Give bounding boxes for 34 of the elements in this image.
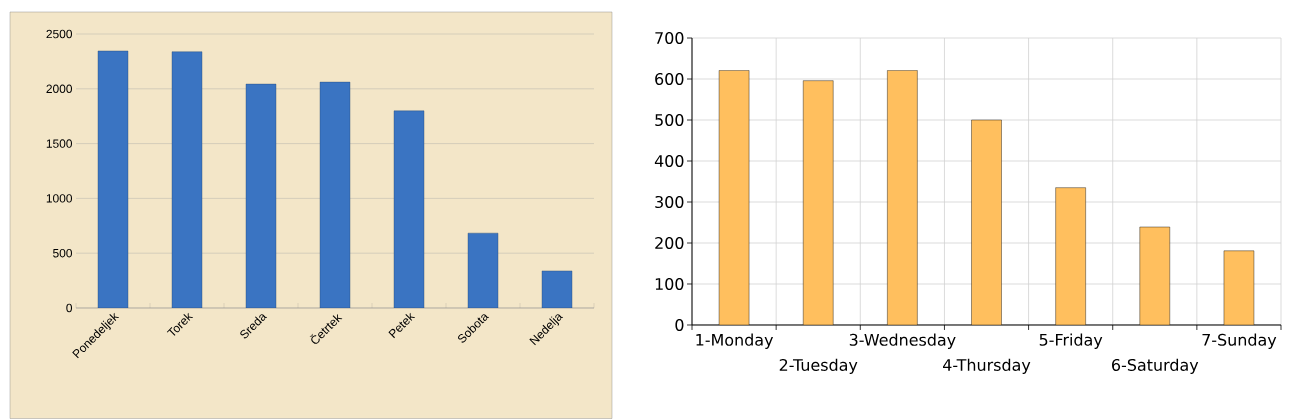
y-tick-label: 300 — [655, 195, 684, 209]
x-tick-label: 4-Thursday — [943, 358, 1031, 375]
bar — [718, 70, 750, 325]
x-tick-label: 7-Sunday — [1202, 333, 1277, 349]
bar — [1223, 250, 1255, 325]
bar — [97, 50, 129, 308]
y-tick-label: 0 — [66, 303, 73, 313]
y-tick-label: 1000 — [46, 194, 73, 203]
x-tick-label: 1-Monday — [696, 333, 774, 349]
y-tick-label: 600 — [655, 72, 684, 86]
bar — [1055, 187, 1086, 325]
bar — [467, 232, 499, 308]
bar — [245, 83, 277, 308]
x-tick-label: 5-Friday — [1039, 333, 1103, 349]
y-tick-label: 200 — [655, 236, 684, 250]
x-tick-label: 6-Saturday — [1112, 358, 1199, 375]
y-tick-label: 500 — [655, 113, 684, 127]
bar — [1139, 226, 1170, 325]
bar — [803, 80, 834, 325]
bar — [171, 51, 203, 308]
x-tick-label: 2-Tuesday — [779, 358, 858, 375]
y-tick-label: 500 — [53, 248, 73, 258]
y-tick-label: 700 — [655, 31, 684, 45]
x-tick-label: 3-Wednesday — [849, 333, 956, 349]
bar — [971, 119, 1002, 325]
bar — [393, 110, 425, 308]
y-tick-label: 0 — [675, 318, 684, 332]
y-tick-label: 2000 — [46, 84, 73, 94]
bar — [887, 70, 918, 325]
y-tick-label: 2500 — [46, 29, 73, 39]
y-tick-label: 400 — [654, 154, 684, 168]
y-tick-label: 1500 — [46, 139, 73, 148]
bar — [319, 81, 351, 308]
y-tick-label: 100 — [655, 277, 684, 291]
